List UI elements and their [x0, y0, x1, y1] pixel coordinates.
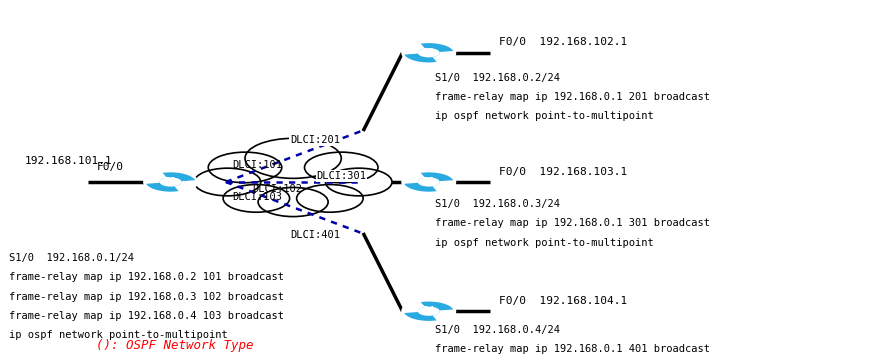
Text: DLCI:103: DLCI:103 [232, 191, 282, 202]
Circle shape [304, 152, 378, 183]
Text: DLCI:101: DLCI:101 [232, 159, 282, 170]
Circle shape [144, 171, 197, 193]
Circle shape [417, 306, 440, 316]
Text: frame-relay map ip 192.168.0.1 201 broadcast: frame-relay map ip 192.168.0.1 201 broad… [435, 92, 710, 102]
Text: S1/0  192.168.0.1/24: S1/0 192.168.0.1/24 [9, 253, 146, 263]
Text: F0/0  192.168.103.1: F0/0 192.168.103.1 [499, 167, 627, 177]
Text: R2: R2 [423, 48, 435, 58]
Text: S1/0  192.168.0.2/24: S1/0 192.168.0.2/24 [435, 73, 572, 83]
Text: 192.168.101.1: 192.168.101.1 [24, 156, 112, 166]
Text: DLCI:401: DLCI:401 [290, 230, 340, 240]
Circle shape [258, 187, 328, 217]
Circle shape [297, 185, 363, 212]
Circle shape [194, 168, 261, 196]
Wedge shape [402, 172, 425, 184]
Wedge shape [174, 180, 197, 192]
Wedge shape [402, 301, 425, 313]
Text: DLCI:102: DLCI:102 [252, 183, 302, 194]
Text: R3: R3 [423, 177, 435, 187]
Circle shape [326, 168, 392, 196]
Circle shape [402, 300, 455, 322]
Text: frame-relay map ip 192.168.0.4 103 broadcast: frame-relay map ip 192.168.0.4 103 broad… [9, 311, 284, 321]
Wedge shape [432, 51, 455, 63]
Wedge shape [144, 172, 167, 184]
Text: frame-relay map ip 192.168.0.3 102 broadcast: frame-relay map ip 192.168.0.3 102 broad… [9, 292, 284, 301]
Circle shape [402, 42, 455, 64]
Text: ip ospf network point-to-multipoint: ip ospf network point-to-multipoint [9, 330, 240, 340]
Circle shape [159, 177, 182, 187]
Circle shape [417, 48, 440, 58]
Text: R1: R1 [164, 177, 177, 187]
Text: frame-relay map ip 192.168.0.2 101 broadcast: frame-relay map ip 192.168.0.2 101 broad… [9, 272, 284, 282]
Text: F0/0  192.168.104.1: F0/0 192.168.104.1 [499, 296, 627, 306]
Text: DLCI:201: DLCI:201 [290, 135, 340, 145]
Circle shape [417, 177, 440, 187]
Text: F0/0  192.168.102.1: F0/0 192.168.102.1 [499, 37, 627, 47]
Text: S1/0  192.168.0.4/24: S1/0 192.168.0.4/24 [435, 325, 572, 335]
Text: frame-relay map ip 192.168.0.1 401 broadcast: frame-relay map ip 192.168.0.1 401 broad… [435, 344, 710, 354]
Circle shape [208, 152, 282, 183]
Text: R4: R4 [423, 306, 435, 316]
Wedge shape [402, 43, 425, 55]
Circle shape [245, 138, 341, 178]
Text: ip ospf network point-to-multipoint: ip ospf network point-to-multipoint [435, 238, 666, 248]
Wedge shape [432, 180, 455, 192]
Text: DLCI:301: DLCI:301 [316, 171, 367, 181]
Text: frame-relay map ip 192.168.0.1 301 broadcast: frame-relay map ip 192.168.0.1 301 broad… [435, 218, 710, 228]
Text: (): OSPF Network Type: (): OSPF Network Type [96, 339, 254, 352]
Wedge shape [432, 309, 455, 321]
Text: S1/0  192.168.0.3/24: S1/0 192.168.0.3/24 [435, 199, 572, 209]
Text: ip ospf network point-to-multipoint: ip ospf network point-to-multipoint [435, 111, 666, 121]
Text: F0/0: F0/0 [96, 162, 123, 172]
Circle shape [223, 185, 290, 212]
Circle shape [402, 171, 455, 193]
